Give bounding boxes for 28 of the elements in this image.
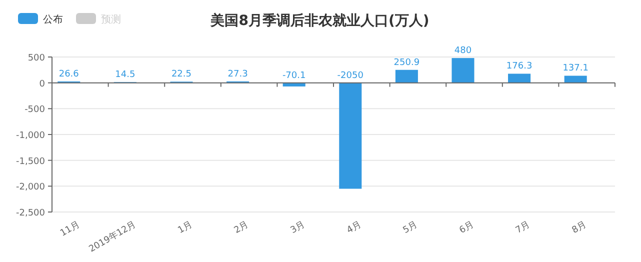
y-tick-label: 0 [39, 79, 46, 90]
data-label: 480 [454, 46, 472, 56]
data-label: 22.5 [171, 70, 192, 80]
y-tick-label: -500 [24, 105, 46, 116]
y-tick-label: -1,000 [16, 131, 46, 141]
x-tick-label: 3月 [289, 220, 307, 236]
y-tick-label: -1,500 [16, 156, 46, 167]
x-tick-label: 8月 [570, 220, 588, 236]
data-label: 27.3 [228, 69, 248, 80]
data-label: 26.6 [58, 69, 80, 80]
data-label: 176.3 [506, 62, 532, 72]
y-tick-label: -2,000 [16, 182, 46, 193]
data-label: 250.9 [394, 58, 420, 68]
legend-label: 公布 [43, 14, 63, 26]
y-tick-label: 500 [28, 54, 46, 64]
data-label: 14.5 [115, 70, 136, 80]
y-tick-label: -2,500 [16, 208, 46, 218]
data-label: 137.1 [562, 64, 588, 74]
chart-title: 美国8月季调后非农就业人口(万人) [210, 12, 430, 29]
x-tick-label: 5月 [402, 220, 420, 236]
x-tick-label: 2月 [232, 220, 251, 236]
x-tick-label: 7月 [514, 220, 532, 236]
x-tick-label: 6月 [458, 220, 476, 236]
data-label: -2050 [337, 70, 364, 81]
x-tick-label: 4月 [345, 220, 364, 236]
data-label: -70.1 [282, 70, 306, 81]
x-tick-label: 1月 [176, 220, 194, 236]
x-tick-label: 11月 [58, 220, 82, 239]
